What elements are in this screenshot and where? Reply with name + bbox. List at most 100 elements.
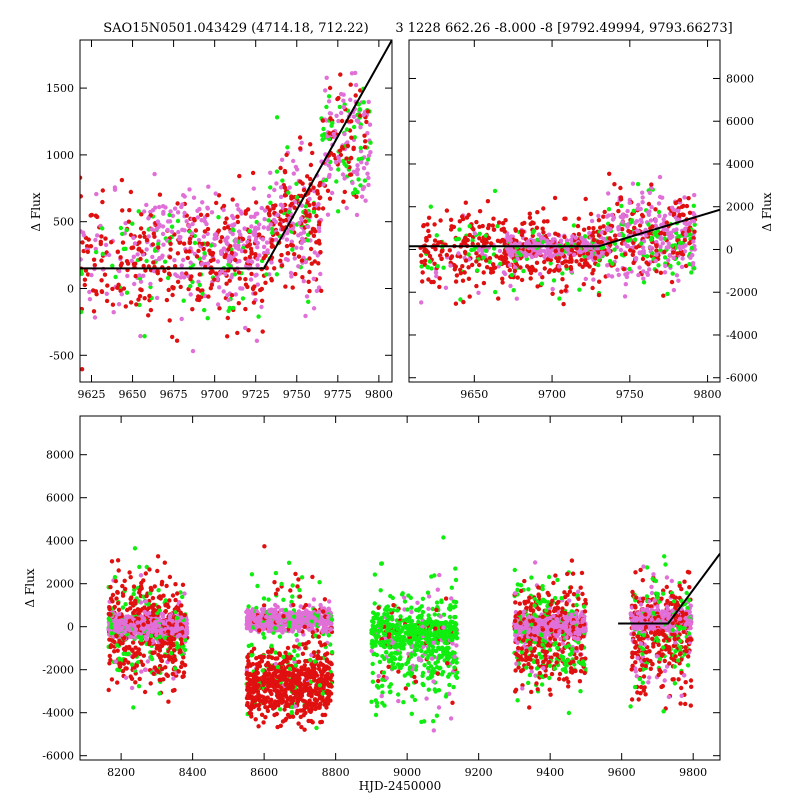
data-point-red [253,291,258,296]
data-point-green [441,612,447,617]
data-point-red [319,288,324,293]
data-point-red [85,249,91,254]
data-point-green [560,271,565,276]
data-point-red [585,251,591,256]
data-point-green [653,232,658,237]
data-point-red [460,278,466,283]
data-point-red [243,282,249,287]
data-point-red [185,255,190,261]
data-point-red [289,201,295,206]
data-point-pink [361,112,366,118]
data-point-pink [321,182,326,187]
data-point-green [512,567,517,573]
data-point-red [513,668,518,673]
data-point-pink [336,118,341,124]
data-point-pink [581,241,587,246]
data-point-red [178,664,184,670]
data-point-red [302,663,307,668]
data-point-green [610,261,615,266]
data-point-green [268,200,273,205]
data-point-red [564,284,569,289]
data-point-red [282,707,287,712]
data-point-pink [287,185,292,190]
data-point-pink [323,88,328,93]
data-point-pink [549,254,554,259]
data-point-pink [254,338,260,343]
data-point-pink [262,217,267,222]
data-point-pink [311,306,317,311]
data-point-red [298,146,303,151]
data-point-red [278,209,284,214]
data-point-pink [559,251,565,256]
data-point-red [683,680,688,685]
data-point-red [209,282,215,287]
data-point-pink [572,252,577,257]
data-point-red [245,207,251,212]
data-point-red [470,262,475,268]
data-point-green [653,578,659,584]
data-point-pink [106,252,112,258]
data-point-red [270,237,275,243]
data-point-pink [620,220,625,225]
data-point-red [541,206,546,211]
data-point-red [491,227,497,232]
data-point-green [297,587,302,593]
data-point-red [128,189,134,195]
data-point-green [281,597,286,602]
data-point-red [463,200,468,205]
data-point-green [658,247,663,253]
data-point-green [412,697,418,703]
data-point-green [402,599,408,604]
data-point-green [601,245,606,250]
data-point-green [678,240,683,246]
data-point-red [93,289,99,294]
data-point-green [157,691,162,696]
data-point-pink [419,300,424,305]
data-point-red [181,241,187,246]
data-point-red [578,585,583,590]
data-point-red [279,263,285,268]
data-point-red [423,258,428,263]
data-point-pink [537,271,543,277]
data-point-pink [456,251,461,256]
data-point-pink [662,213,668,218]
data-point-red [206,294,211,299]
data-point-green [628,237,633,242]
data-point-pink [609,274,615,279]
data-point-pink [333,160,339,165]
data-point-red [172,264,178,269]
data-point-pink [623,282,628,287]
data-point-red [299,258,305,263]
data-point-red [519,277,525,283]
data-point-red [669,279,675,285]
y-tick-label: 1000 [46,149,74,162]
data-point-red [563,216,568,221]
data-point-green [120,231,125,237]
data-point-green [412,652,418,657]
data-point-red [152,584,157,589]
data-point-pink [625,244,630,249]
data-point-green [163,598,168,603]
data-point-pink [364,161,369,166]
data-point-pink [261,225,266,230]
data-point-red [576,241,581,247]
data-point-pink [366,153,372,158]
data-point-red [612,233,618,238]
data-point-red [107,661,112,666]
data-point-red [318,180,323,186]
data-point-red [592,255,598,260]
data-point-red [147,293,152,299]
data-point-red [110,592,116,598]
data-point-red [247,254,252,260]
data-point-red [170,292,175,298]
data-point-pink [300,236,305,241]
data-point-pink [248,277,254,282]
data-point-pink [179,271,185,276]
data-point-pink [354,118,360,123]
data-point-pink [299,245,304,251]
data-point-pink [206,184,211,189]
data-point-red [420,270,425,275]
data-point-green [475,268,480,273]
data-point-red [104,298,110,304]
data-point-red [577,679,583,684]
